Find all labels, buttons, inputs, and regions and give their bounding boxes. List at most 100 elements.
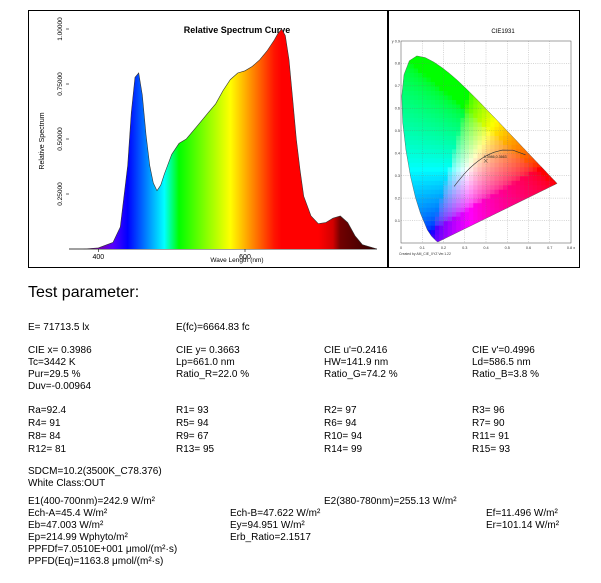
ratio-r-value: Ratio_R=22.0 %: [176, 369, 250, 380]
cie-fill-cell: [498, 63, 504, 69]
r2-value: R2= 97: [324, 405, 357, 416]
cie-fill-cell: [452, 202, 457, 208]
cie-fill-cell: [426, 202, 432, 208]
cie-fill-cell: [456, 189, 461, 195]
cie-fill-cell: [473, 55, 479, 60]
cie-fill-cell: [464, 130, 470, 136]
cie-fill-cell: [426, 157, 432, 163]
cie-fill-cell: [486, 207, 491, 213]
cie-fill-cell: [469, 67, 474, 73]
cie-fill-cell: [541, 171, 547, 177]
cie-fill-cell: [456, 157, 461, 163]
cie-fill-cell: [490, 171, 496, 177]
cie-fill-cell: [430, 103, 436, 109]
cie-fill-cell: [401, 55, 406, 60]
cie-fill-cell: [413, 81, 419, 87]
cie-fill-cell: [418, 144, 423, 150]
cie-fill-cell: [469, 157, 474, 163]
cie-fill-cell: [511, 130, 517, 136]
cie-fill-cell: [473, 162, 479, 168]
cie-fill-cell: [486, 184, 491, 190]
cie-fill-cell: [418, 72, 423, 78]
cie-fill-cell: [447, 216, 453, 222]
cie-fill-cell: [545, 67, 551, 73]
cie-fill-cell: [401, 121, 406, 127]
cie-fill-cell: [456, 198, 461, 204]
cie-fill-cell: [494, 198, 500, 204]
hw-value: HW=141.9 nm: [324, 357, 389, 368]
cie-fill-cell: [401, 72, 406, 78]
cie-fill-cell: [426, 184, 432, 190]
cie-fill-cell: [528, 207, 534, 213]
e1-value: E1(400-700nm)=242.9 W/m²: [28, 496, 156, 507]
cie-fill-cell: [418, 50, 423, 55]
cie-fill-cell: [524, 225, 530, 231]
cie-fill-cell: [469, 202, 474, 208]
cie-fill-cell: [460, 189, 466, 195]
cie-fill-cell: [558, 135, 563, 140]
r1-value: R1= 93: [176, 405, 209, 416]
cie-fill-cell: [430, 144, 436, 150]
cie-fill-cell: [464, 67, 470, 73]
cie-fill-cell: [456, 55, 461, 60]
cie-fill-cell: [422, 171, 428, 177]
cie-fill-cell: [452, 229, 457, 235]
cie-fill-cell: [426, 72, 432, 78]
cie-fill-cell: [532, 166, 538, 172]
cie-fill-cell: [549, 157, 555, 163]
cie-fill-cell: [490, 63, 496, 69]
cie-fill-cell: [447, 184, 453, 190]
cie-fill-cell: [435, 207, 440, 213]
cie-fill-cell: [452, 117, 457, 123]
cie-fill-cell: [401, 189, 406, 195]
cie-fill-cell: [477, 94, 483, 100]
cie-fill-cell: [558, 212, 563, 217]
spectrum-x-tick-label: 600: [239, 254, 251, 261]
cie-fill-cell: [524, 184, 530, 190]
cie-fill-cell: [507, 175, 513, 181]
cie-fill-cell: [405, 50, 410, 55]
cie-fill-cell: [401, 85, 406, 91]
cie-fill-cell: [401, 108, 406, 114]
cie-fill-cell: [486, 166, 491, 172]
cie-fill-cell: [486, 126, 491, 132]
cie-fill-cell: [447, 211, 453, 217]
cie-spectral-locus: [401, 55, 558, 243]
cie-fill-cell: [507, 162, 513, 168]
cie-fill-cell: [520, 211, 525, 217]
cie-fill-cell: [435, 117, 440, 123]
cie-fill-cell: [456, 148, 461, 154]
cie-fill-cell: [435, 216, 440, 222]
cie-fill-cell: [545, 55, 551, 60]
cie-fill-cell: [456, 171, 461, 177]
cie-fill-cell: [528, 166, 534, 172]
cie-fill-cell: [511, 225, 517, 231]
cie-fill-cell: [418, 171, 423, 177]
cie-fill-cell: [486, 162, 491, 168]
cie-fill-cell: [528, 139, 534, 145]
cie-fill-cell: [447, 90, 453, 96]
cie-fill-cell: [528, 229, 534, 235]
cie-fill-cell: [413, 94, 419, 100]
cie-fill-cell: [490, 55, 496, 60]
cie-fill-cell: [486, 50, 491, 55]
cie-fill-cell: [413, 126, 419, 132]
cie-fill-cell: [545, 148, 551, 154]
cie-fill-cell: [545, 103, 551, 109]
cie-fill-cell: [503, 85, 508, 91]
cie-fill-cell: [537, 184, 542, 190]
cie-fill-cell: [447, 171, 453, 177]
cie-fill-cell: [532, 162, 538, 168]
cie-fill-cell: [418, 117, 423, 123]
cie-fill-cell: [464, 211, 470, 217]
cie-fill-cell: [430, 175, 436, 181]
cie-fill-cell: [405, 130, 411, 136]
cie-x-value: CIE x= 0.3986: [28, 345, 92, 356]
cie-fill-cell: [413, 225, 419, 231]
cie-fill-cell: [494, 55, 500, 60]
cie-fill-cell: [456, 130, 461, 136]
cie-fill-cell: [515, 112, 521, 118]
cie-fill-cell: [422, 63, 428, 69]
cie-fill-cell: [426, 162, 432, 168]
cie-grid: [400, 40, 572, 244]
